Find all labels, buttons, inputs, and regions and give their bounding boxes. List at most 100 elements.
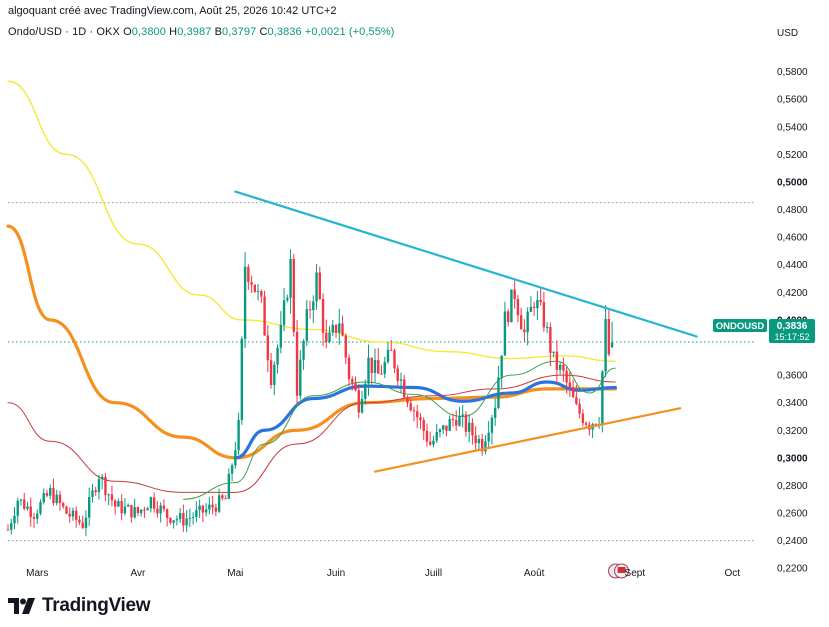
candle-body [299,359,302,396]
candle-body [152,497,156,509]
candle-body [84,517,88,528]
time-axis-tick: Août [524,568,545,579]
low-value: 0,3797 [222,26,257,38]
candle-body [448,419,451,431]
high-label: H [169,26,178,38]
candle-body [399,379,403,381]
candle-body [383,361,386,374]
candle-body [529,306,533,312]
symbol-label[interactable]: Ondo/USD · 1D · OKX [8,26,120,38]
candle-body [146,508,149,511]
time-axis-tick: Mars [26,568,48,579]
candle-body [29,506,32,518]
candle-body [211,504,214,508]
price-axis-tick: 0,2800 [777,481,808,492]
candle-body [175,519,179,521]
candle-body [422,420,425,431]
candle-body [305,309,308,341]
candle-body [484,441,487,452]
candle-body [224,498,227,500]
event-marker[interactable] [608,563,630,579]
candle-body [321,298,325,333]
candle-body [506,311,510,323]
candle-body [377,360,380,374]
candle-body [386,349,390,362]
price-axis-tick: 0,3000 [777,453,808,464]
candle-body [354,382,357,391]
candle-body [442,425,445,430]
candle-body [516,298,520,316]
candle-body [396,368,399,381]
change-value: +0,0021 (+0,55%) [304,26,395,38]
candle-body [97,479,101,493]
candle-body [584,423,588,425]
candle-body [500,355,503,378]
candle-body [487,432,490,442]
candle-body [260,291,263,297]
candle-body [204,509,208,513]
time-axis-ticks[interactable]: Mars Avr Mai Juin Juill Août Sept Oct [26,568,740,579]
time-axis-tick: Juin [327,568,345,579]
candle-body [325,332,328,342]
candle-body [455,419,458,426]
candle-body [110,494,114,501]
candle-body [458,416,461,426]
candle-body [191,517,195,519]
price-axis-tick: 0,5200 [777,150,808,161]
candle-body [555,351,559,370]
candle-body [6,529,10,531]
tradingview-brand: TradingView [42,595,151,616]
candle-body [19,499,23,501]
candle-body [71,510,75,517]
candle-body [286,297,289,301]
candle-body [208,504,211,510]
candle-body [578,403,581,414]
low-label: B [214,26,223,38]
candle-body [279,324,283,348]
candle-body [552,351,555,353]
candle-body [409,402,412,411]
time-axis-tick: Oct [724,568,740,579]
candle-body [91,490,94,497]
flag-icon-stripes [617,566,626,573]
candle-body [331,324,334,333]
price-axis-tick: 0,5000 [777,177,808,188]
moving-average-line [6,224,617,460]
candle-body [357,390,360,413]
candle-body [347,357,351,380]
trendlines[interactable] [234,190,698,473]
candle-body [26,506,29,509]
candle-body [571,387,575,398]
candle-body [87,496,91,518]
moving-average-line [7,374,616,493]
candle-body [490,417,494,433]
candle-body [558,364,562,370]
candle-body [214,507,218,512]
candle-body [419,417,422,421]
candle-body [178,513,182,520]
candle-body [308,309,312,311]
candle-body [172,520,175,523]
candle-body [367,357,370,384]
candle-body [237,419,240,451]
tradingview-logo[interactable]: TradingView [8,595,151,617]
symbol-tag-bg [713,319,767,332]
candle-body [610,342,614,348]
candle-body [532,306,536,309]
candle-body [536,299,539,309]
candle-body [120,501,123,514]
candle-body [416,411,419,418]
candle-body [188,517,192,519]
price-axis-tick: 0,5600 [777,95,808,106]
candle-body [10,523,13,530]
candle-body [68,513,71,517]
candle-body [318,272,321,299]
price-tag-bg [769,319,815,343]
trendline [234,190,698,338]
candle-body [513,289,516,299]
price-axis-tick: 0,3600 [777,371,808,382]
candle-body [390,349,393,351]
candle-body [45,493,49,496]
time-axis-tick: Mai [227,568,243,579]
